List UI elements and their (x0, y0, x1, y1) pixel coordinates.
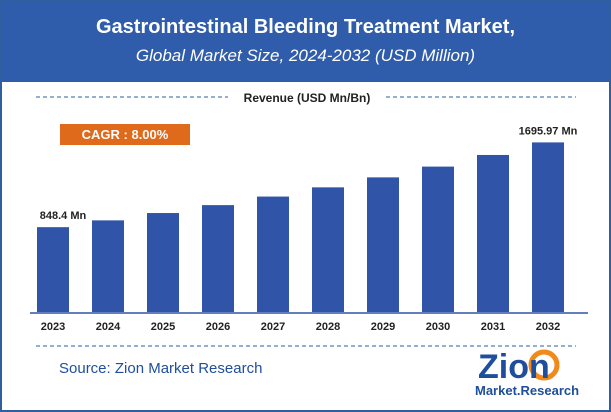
data-label: 848.4 Mn (40, 210, 87, 222)
x-tick-label: 2023 (41, 321, 65, 333)
x-tick-label: 2030 (426, 321, 450, 333)
cagr-badge (60, 124, 190, 145)
x-tick-label: 2031 (481, 321, 505, 333)
logo-tagline: Market.Research (475, 383, 579, 398)
x-tick-label: 2027 (261, 321, 285, 333)
logo-wordmark: Zion (478, 348, 550, 386)
bar-2027 (257, 196, 289, 312)
bar-2024 (92, 220, 124, 312)
source-note: Source: Zion Market Research (59, 360, 263, 377)
page-subtitle: Global Market Size, 2024-2032 (USD Milli… (135, 46, 476, 65)
zion-logo: Zion Market.Research (475, 348, 579, 398)
bar-chart: Revenue (USD Mn/Bn) CAGR : 8.00% 848.4 M… (30, 91, 588, 347)
bar-2032 (532, 142, 564, 312)
x-tick-label: 2025 (151, 321, 175, 333)
cagr-badge-text: CAGR : 8.00% (82, 127, 169, 142)
x-tick-label: 2029 (371, 321, 395, 333)
chart-title: Revenue (USD Mn/Bn) (244, 91, 371, 105)
bar-2031 (477, 154, 509, 312)
header-banner: Gastrointestinal Bleeding Treatment Mark… (2, 2, 609, 82)
x-tick-label: 2028 (316, 321, 340, 333)
x-tick-label: 2026 (206, 321, 230, 333)
bar-2029 (367, 177, 399, 312)
data-label: 1695.97 Mn (519, 125, 578, 137)
bar-2023 (37, 227, 69, 312)
x-tick-label: 2032 (536, 321, 560, 333)
page-title: Gastrointestinal Bleeding Treatment Mark… (96, 16, 515, 38)
bar-2028 (312, 187, 344, 312)
bar-2026 (202, 205, 234, 312)
x-tick-label: 2024 (96, 321, 121, 333)
logo-circle-icon (528, 349, 560, 381)
bar-2025 (147, 213, 179, 312)
bar-2030 (422, 166, 454, 312)
